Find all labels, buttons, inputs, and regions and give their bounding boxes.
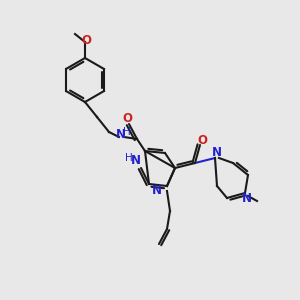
Text: O: O — [197, 134, 207, 146]
Text: N: N — [152, 184, 162, 197]
Text: O: O — [81, 34, 91, 47]
Text: H: H — [125, 153, 133, 163]
Text: N: N — [131, 154, 141, 167]
Text: O: O — [122, 112, 132, 125]
Text: H: H — [123, 127, 131, 137]
Text: N: N — [242, 191, 252, 205]
Text: N: N — [116, 128, 126, 140]
Text: N: N — [212, 146, 222, 160]
